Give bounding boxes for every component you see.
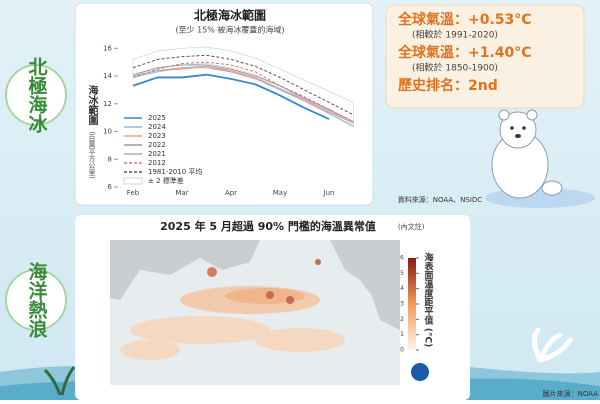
colorbar-tick-label: 6 xyxy=(400,255,404,262)
chart-subtitle: (至少 15% 被海冰覆蓋的海域) xyxy=(175,25,284,35)
stat: 歷史排名：2nd xyxy=(398,77,498,94)
y-tick-label: 14 xyxy=(103,72,112,80)
legend-label: 2024 xyxy=(148,123,166,131)
x-tick-label: Mar xyxy=(175,189,188,197)
y-axis-unit: (百萬平方公里) xyxy=(88,131,96,179)
legend-label: 2021 xyxy=(148,150,166,158)
colorbar-tick-label: 4 xyxy=(400,285,404,292)
section-badge xyxy=(5,64,67,126)
colorbar xyxy=(408,258,416,350)
coral xyxy=(532,327,573,363)
stat: 全球氣溫：+0.53°C xyxy=(397,11,532,28)
stat-note: (相較於 1850-1900) xyxy=(412,62,498,74)
y-tick-label: 8 xyxy=(108,155,112,163)
legend-label: 2012 xyxy=(148,159,166,167)
colorbar-tick-label: 1 xyxy=(400,331,404,338)
colorbar-tick-label: 3 xyxy=(400,301,404,308)
legend-label: ± 2 標準差 xyxy=(148,176,184,185)
colorbar-tick-label: 0 xyxy=(400,347,404,354)
legend-label: 2025 xyxy=(148,114,166,122)
map-land xyxy=(330,240,400,330)
source: 資料來源：NOAA、NSIDC xyxy=(398,195,483,204)
seaweed xyxy=(43,366,76,396)
credit: 圖片來源：NOAA xyxy=(543,389,599,398)
section-label: 海洋熱浪 xyxy=(26,261,48,339)
y-tick-label: 6 xyxy=(108,183,113,191)
y-tick-label: 16 xyxy=(103,44,112,52)
legend-label: 1981-2010 平均 xyxy=(148,167,202,176)
legend-label: 2023 xyxy=(148,132,166,140)
map-land xyxy=(110,240,260,300)
map-anomalies xyxy=(120,259,345,360)
map-title-note: (內文註) xyxy=(398,222,425,231)
colorbar-tick-label: 2 xyxy=(400,316,404,323)
series-line xyxy=(132,65,354,124)
colorbar-tick-label: 5 xyxy=(400,270,404,277)
section-label: 北極海冰 xyxy=(26,57,48,133)
x-tick-label: Apr xyxy=(225,189,237,197)
x-tick-label: Feb xyxy=(127,189,140,197)
noaa-logo xyxy=(409,361,431,383)
legend-swatch xyxy=(123,177,143,185)
series-line xyxy=(132,54,354,116)
section-badge xyxy=(5,269,67,331)
y-tick-label: 10 xyxy=(103,128,112,136)
map-title: 2025 年 5 月超過 90% 門檻的海溫異常值 xyxy=(160,219,376,233)
y-axis-label: 海冰範圍 xyxy=(86,84,98,126)
chart-title: 北極海冰範圍 xyxy=(194,8,266,23)
x-tick-label: Jun xyxy=(323,189,335,197)
series-line xyxy=(132,67,354,124)
legend-label: 2022 xyxy=(148,141,166,149)
colorbar-label: 海表面溫度距平值 (°C) xyxy=(423,252,435,348)
series-line xyxy=(132,64,354,123)
stats-panel xyxy=(385,4,585,109)
x-tick-label: May xyxy=(273,189,287,197)
stat: 全球氣溫：+1.40°C xyxy=(397,44,532,61)
series-line xyxy=(132,73,330,120)
polar-bear xyxy=(485,109,595,208)
stat-note: (相較於 1991-2020) xyxy=(412,29,498,41)
y-tick-label: 12 xyxy=(103,100,112,108)
series-line xyxy=(132,61,354,123)
